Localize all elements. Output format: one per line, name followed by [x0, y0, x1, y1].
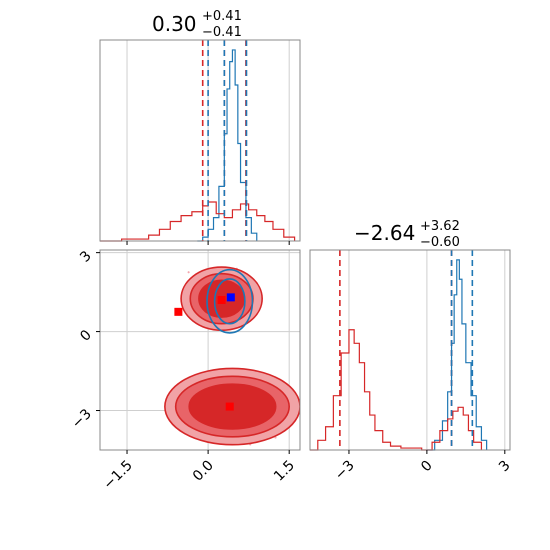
marginal-y-title-minus: −0.60 [420, 235, 460, 250]
marginal-y-title-plus: +3.62 [420, 219, 460, 234]
marginal-x-title-plus: +0.41 [202, 9, 242, 24]
marginal-y-series-red [310, 329, 483, 451]
joint-frame [99, 249, 301, 451]
marginal-y-frame [309, 249, 511, 451]
marginal-x-series-red [100, 201, 296, 242]
joint-sample-dot [187, 271, 190, 274]
joint-plot-area [100, 250, 300, 450]
marginal-y-title-value: −2.64 [354, 221, 415, 245]
marginal-x-title-minus: −0.41 [202, 25, 242, 40]
marginal-x-frame [99, 39, 301, 242]
marginal-x-panel: 0.30 +0.41 −0.41 [99, 9, 301, 245]
joint-marker-blue [226, 293, 235, 302]
joint-marker-red [225, 402, 234, 411]
blue-contour-level1 [206, 268, 254, 334]
marginal-y-series-blue [426, 259, 488, 451]
marginal-x-title-value: 0.30 [152, 12, 197, 36]
joint-marker-red [217, 296, 226, 304]
joint-sample-dot [274, 436, 277, 439]
blue-contour-level2 [213, 278, 246, 325]
joint-marker-red [174, 307, 183, 316]
